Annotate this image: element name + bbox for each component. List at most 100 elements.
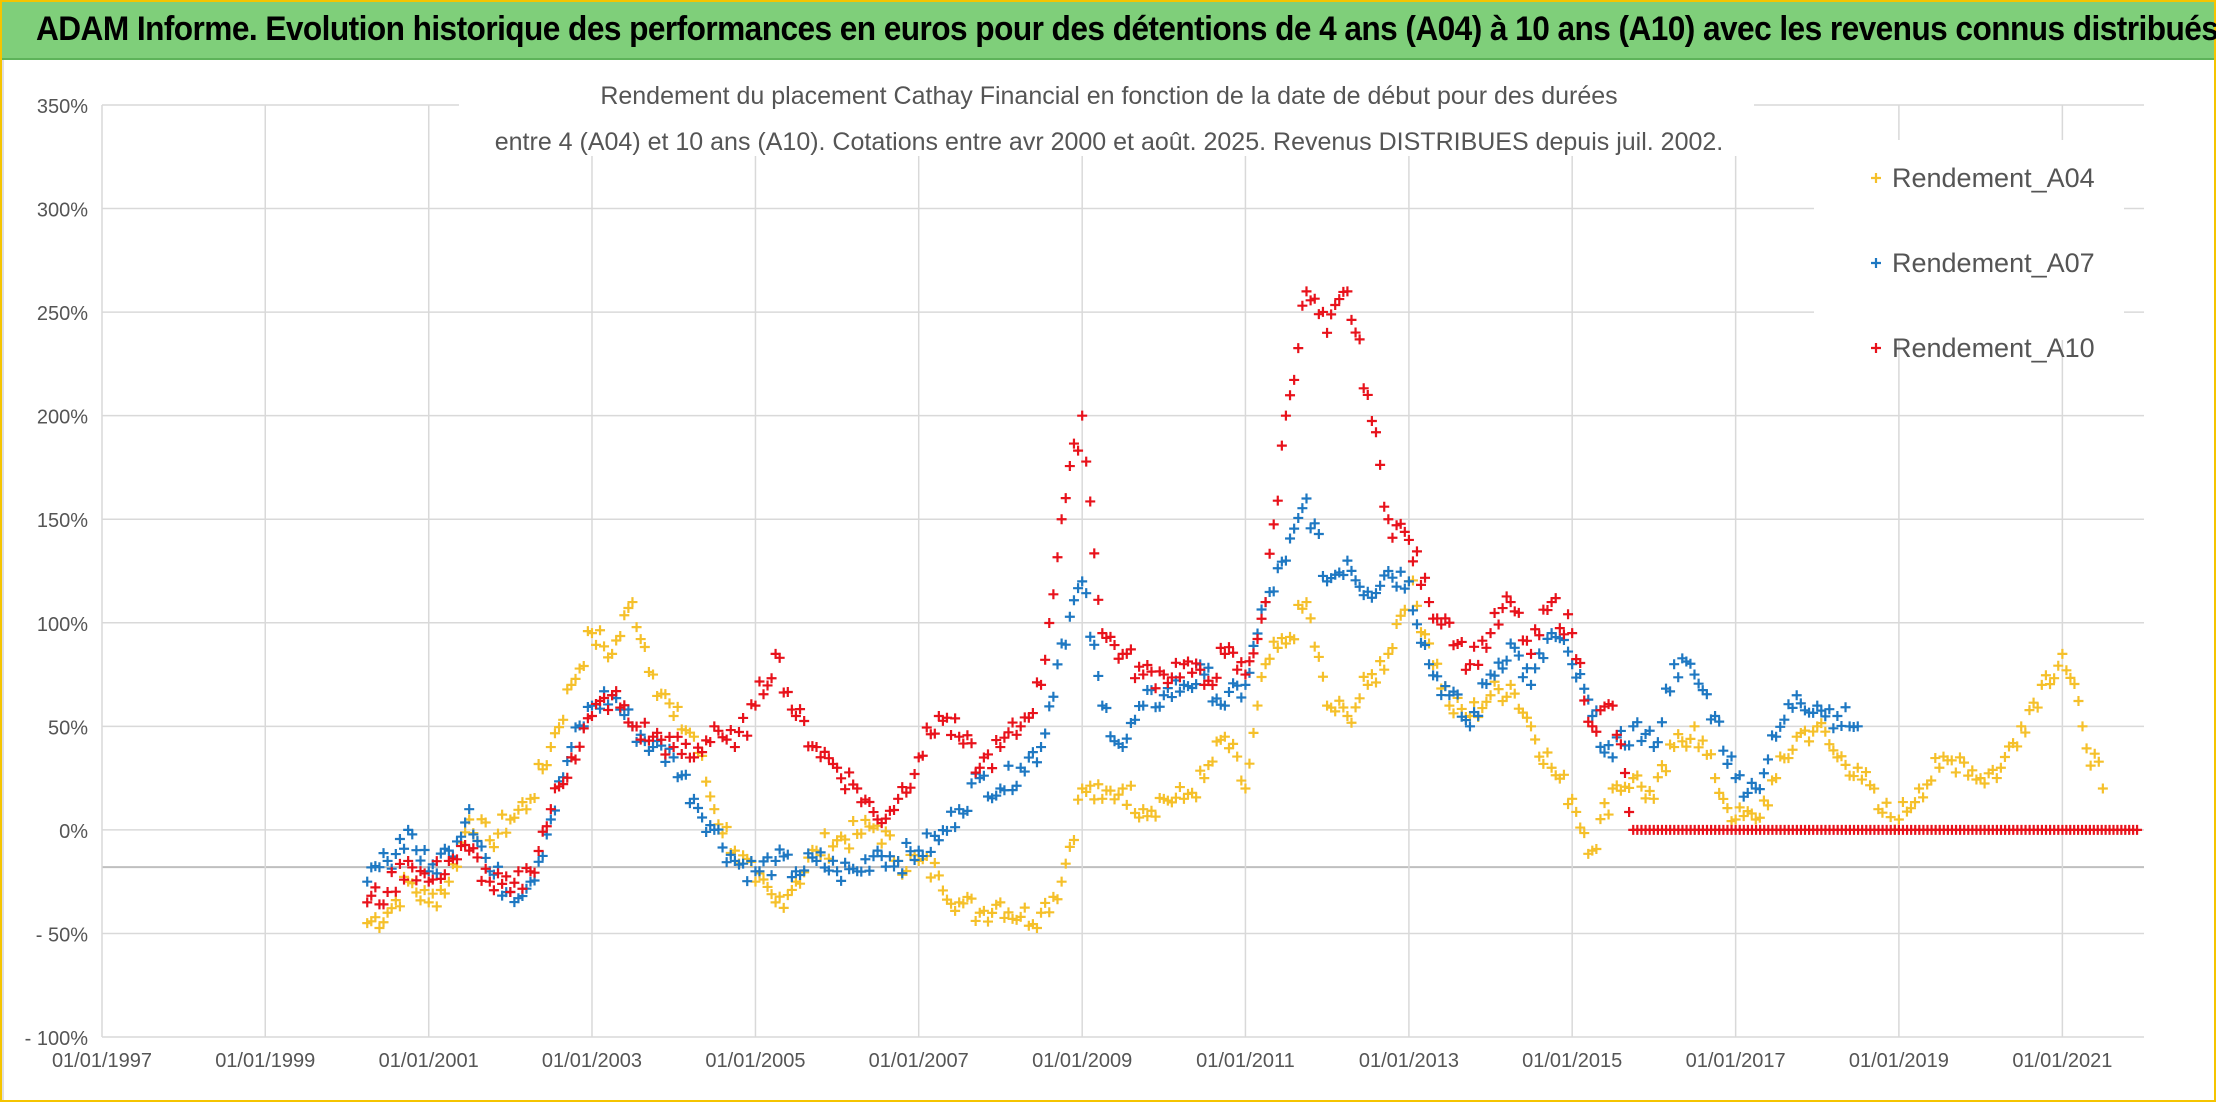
data-point-Rendement_A07 [1812, 700, 1823, 711]
interp-point-Rendement_A04 [427, 888, 438, 899]
interp-point-Rendement_A10 [1575, 658, 1586, 669]
interp-point-Rendement_A04 [1371, 677, 1381, 688]
data-point-Rendement_A04 [1342, 710, 1353, 721]
interp-point-Rendement_A04 [591, 639, 602, 650]
interp-point-Rendement_A07 [917, 851, 928, 862]
data-point-Rendement_A04 [1260, 659, 1271, 670]
interp-point-Rendement_A04 [1685, 733, 1696, 744]
interp-point-Rendement_A07 [889, 861, 900, 872]
data-point-Rendement_A04 [1301, 597, 1312, 608]
interp-point-Rendement_A04 [1579, 828, 1590, 839]
interp-point-Rendement_A04 [946, 898, 957, 909]
interp-point-Rendement_A10 [889, 805, 900, 816]
interp-point-Rendement_A10 [517, 883, 528, 894]
interp-point-Rendement_A07 [1305, 523, 1316, 534]
interp-point-Rendement_A10 [541, 821, 552, 832]
data-point-Rendement_A10 [1056, 514, 1067, 525]
interp-point-Rendement_A04 [1677, 736, 1688, 747]
interp-point-Rendement_A07 [1272, 563, 1283, 574]
data-point-Rendement_A10 [893, 793, 904, 804]
interp-point-Rendement_A07 [1060, 639, 1071, 650]
interp-point-Rendement_A07 [1599, 747, 1610, 758]
interp-point-Rendement_A10 [1191, 658, 1202, 669]
data-point-Rendement_A07 [1280, 555, 1291, 566]
interp-point-Rendement_A04 [1828, 745, 1839, 756]
interp-point-Rendement_A07 [1203, 662, 1214, 673]
interp-point-Rendement_A10 [1228, 647, 1239, 658]
data-point-Rendement_A10 [1301, 286, 1312, 297]
interp-point-Rendement_A10 [1162, 677, 1173, 688]
interp-point-Rendement_A04 [958, 898, 969, 909]
interp-point-Rendement_A07 [1816, 705, 1827, 716]
interp-point-Rendement_A07 [1399, 583, 1410, 594]
interp-point-Rendement_A07 [1166, 692, 1177, 703]
interp-point-Rendement_A10 [1591, 726, 1602, 737]
interp-point-Rendement_A10 [639, 717, 650, 728]
interp-point-Rendement_A10 [574, 741, 585, 752]
data-point-Rendement_A10 [1505, 597, 1516, 608]
interp-point-Rendement_A04 [1979, 778, 1990, 789]
data-point-Rendement_A10 [995, 742, 1006, 753]
interp-point-Rendement_A10 [819, 746, 830, 757]
interp-point-Rendement_A04 [1840, 759, 1851, 770]
interp-point-Rendement_A04 [1558, 769, 1569, 780]
interp-point-Rendement_A04 [1501, 691, 1512, 702]
data-point-Rendement_A04 [1015, 911, 1026, 922]
interp-point-Rendement_A10 [1469, 641, 1480, 652]
data-series [362, 286, 2143, 934]
data-point-Rendement_A04 [1567, 793, 1578, 804]
interp-point-Rendement_A10 [1395, 518, 1406, 529]
interp-point-Rendement_A07 [1256, 604, 1267, 615]
interp-point-Rendement_A10 [1052, 552, 1063, 563]
interp-point-Rendement_A04 [1946, 755, 1957, 766]
data-point-Rendement_A07 [933, 835, 944, 846]
interp-point-Rendement_A04 [394, 901, 405, 912]
interp-point-Rendement_A07 [1754, 784, 1765, 795]
interp-point-Rendement_A04 [701, 776, 712, 787]
interp-point-Rendement_A07 [1840, 702, 1851, 713]
interp-point-Rendement_A10 [966, 738, 977, 749]
interp-point-Rendement_A10 [1415, 579, 1426, 590]
interp-point-Rendement_A10 [656, 734, 667, 745]
data-point-Rendement_A07 [1138, 700, 1149, 711]
interp-point-Rendement_A04 [554, 722, 565, 733]
data-point-Rendement_A04 [1893, 814, 1904, 825]
interp-point-Rendement_A07 [1338, 569, 1349, 580]
interp-point-Rendement_A07 [456, 831, 467, 842]
interp-point-Rendement_A04 [978, 905, 989, 916]
interp-point-Rendement_A10 [460, 840, 471, 851]
data-point-Rendement_A04 [1771, 773, 1782, 784]
interp-point-Rendement_A04 [1930, 753, 1941, 764]
interp-point-Rendement_A04 [1705, 749, 1716, 760]
interp-point-Rendement_A04 [1517, 707, 1528, 718]
interp-point-Rendement_A07 [901, 837, 912, 848]
interp-point-Rendement_A04 [1869, 783, 1880, 794]
data-point-Rendement_A04 [1852, 762, 1863, 773]
interp-point-Rendement_A07 [921, 828, 932, 839]
data-point-Rendement_A07 [811, 855, 822, 866]
interp-point-Rendement_A10 [1272, 495, 1283, 506]
interp-point-Rendement_A04 [1661, 766, 1672, 777]
interp-point-Rendement_A04 [1268, 636, 1279, 647]
interp-point-Rendement_A10 [1436, 619, 1447, 630]
data-point-Rendement_A04 [648, 669, 659, 680]
interp-point-Rendement_A07 [1064, 611, 1075, 622]
data-point-Rendement_A04 [1138, 804, 1149, 815]
interp-point-Rendement_A04 [2069, 678, 2080, 689]
data-point-Rendement_A04 [1056, 876, 1067, 887]
x-tick-label: 01/01/2005 [705, 1050, 805, 1072]
interp-point-Rendement_A04 [541, 760, 552, 771]
interp-point-Rendement_A10 [529, 867, 540, 878]
interp-point-Rendement_A10 [991, 735, 1002, 746]
interp-point-Rendement_A10 [840, 784, 851, 795]
data-point-Rendement_A04 [1730, 814, 1741, 825]
interp-point-Rendement_A07 [836, 875, 847, 886]
interp-point-Rendement_A04 [1697, 735, 1708, 746]
interp-point-Rendement_A10 [1350, 327, 1361, 338]
interp-point-Rendement_A04 [431, 901, 442, 912]
interp-point-Rendement_A04 [856, 828, 867, 839]
interp-point-Rendement_A07 [978, 770, 989, 781]
interp-point-Rendement_A07 [1714, 716, 1725, 727]
data-point-Rendement_A07 [648, 742, 659, 753]
interp-point-Rendement_A04 [1722, 803, 1733, 814]
